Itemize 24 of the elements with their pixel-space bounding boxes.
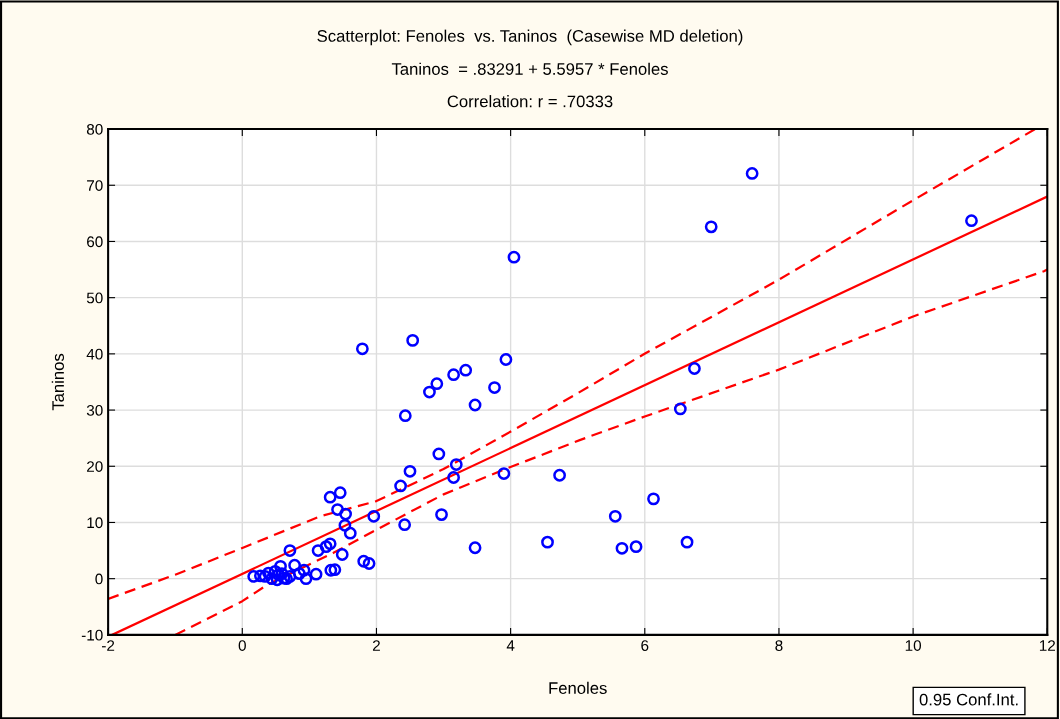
x-tick-label: 6 <box>641 640 649 651</box>
y-tick-label: 0 <box>95 573 103 585</box>
x-tick-label: 4 <box>506 640 515 651</box>
x-tick-label: -2 <box>102 640 115 651</box>
y-tick-label: -10 <box>81 629 103 641</box>
x-tick-label: 10 <box>905 640 922 651</box>
x-tick-label: 8 <box>775 640 783 651</box>
x-tick-label: 2 <box>372 640 380 651</box>
y-tick-label: 20 <box>87 461 103 472</box>
x-tick-label: 0 <box>238 640 246 651</box>
x-axis-title: Fenoles <box>549 681 607 694</box>
chart-subtitle: Taninos = .83291 + 5.5957 * Fenoles <box>391 62 668 75</box>
y-tick-label: 80 <box>86 123 103 135</box>
y-axis-title: Taninos <box>51 353 64 411</box>
chart-title: Scatterplot: Fenoles vs. Taninos (Casewise MD deletion) <box>317 29 743 46</box>
y-tick-label: 10 <box>87 517 103 529</box>
y-tick-label: 70 <box>87 180 103 191</box>
y-tick-label: 50 <box>86 292 103 304</box>
y-tick-label: 40 <box>86 348 103 360</box>
x-tick-label: 12 <box>1039 640 1056 651</box>
text: Correlation: r = .70333 <box>447 95 613 108</box>
y-tick-label: 30 <box>86 404 103 416</box>
y-tick-label: 60 <box>87 236 103 248</box>
text: 0.95 Conf.Int. <box>919 693 1018 706</box>
